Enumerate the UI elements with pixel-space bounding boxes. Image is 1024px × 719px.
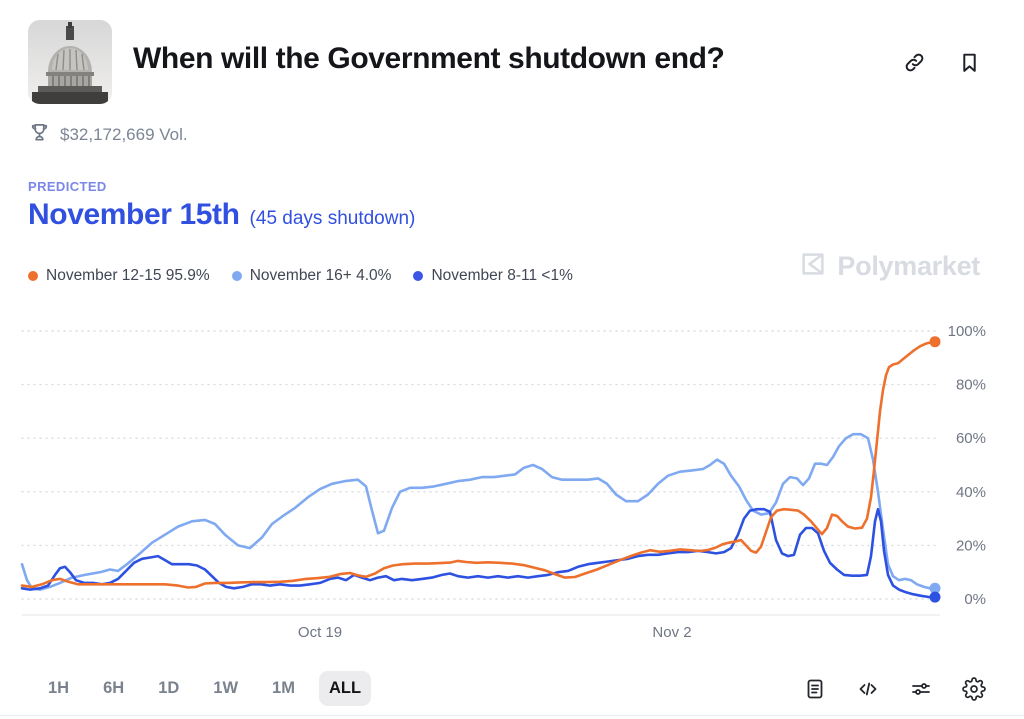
range-button-1d[interactable]: 1D: [148, 671, 189, 706]
legend-label: November 16+ 4.0%: [249, 267, 392, 284]
legend-dot-orange: [28, 271, 38, 281]
svg-text:60%: 60%: [956, 430, 986, 447]
chart-action-buttons: [801, 675, 988, 703]
chart-settings-button[interactable]: [907, 675, 935, 703]
link-icon: [902, 53, 927, 78]
svg-text:100%: 100%: [948, 323, 986, 340]
range-button-1m[interactable]: 1M: [262, 671, 305, 706]
legend-dot-lightblue: [231, 271, 242, 281]
polymarket-logo-icon: [798, 249, 828, 284]
watermark-text: Polymarket: [837, 251, 980, 281]
bottom-divider: [0, 715, 1024, 716]
code-icon: [856, 682, 880, 704]
legend-item-nov-12-15: November 12-15 95.9%: [28, 267, 210, 285]
svg-text:Oct 19: Oct 19: [298, 624, 342, 641]
copy-link-button[interactable]: [900, 48, 929, 77]
chart-legend: November 12-15 95.9% November 16+ 4.0% N…: [28, 267, 573, 285]
filters-icon: [909, 683, 933, 704]
bookmark-button[interactable]: [955, 48, 984, 77]
embed-button[interactable]: [854, 675, 882, 703]
svg-text:80%: 80%: [956, 377, 986, 394]
range-button-6h[interactable]: 6H: [93, 671, 134, 706]
legend-dot-blue: [413, 271, 424, 281]
document-icon: [803, 679, 827, 704]
time-range-buttons: 1H 6H 1D 1W 1M ALL: [38, 671, 372, 706]
svg-text:20%: 20%: [956, 537, 986, 554]
legend-item-nov-16plus: November 16+ 4.0%: [231, 267, 392, 285]
range-button-all[interactable]: ALL: [318, 671, 372, 706]
prediction-suffix: (45 days shutdown): [249, 208, 416, 229]
svg-text:0%: 0%: [964, 591, 986, 608]
gear-icon: [962, 677, 986, 704]
rules-button[interactable]: [801, 675, 829, 703]
predicted-label: PREDICTED: [28, 179, 107, 194]
volume-value: $32,172,669 Vol.: [60, 125, 188, 144]
svg-text:Nov 2: Nov 2: [652, 624, 691, 641]
range-button-1h[interactable]: 1H: [38, 671, 79, 706]
price-chart[interactable]: 0% 20% 40% 60% 80% 100% Oct 19 Nov 2: [0, 315, 1024, 660]
legend-label: November 12-15 95.9%: [46, 267, 210, 284]
volume-row: $32,172,669 Vol.: [28, 121, 188, 149]
polymarket-watermark: Polymarket: [798, 249, 980, 284]
page-title: When will the Government shutdown end?: [133, 42, 725, 75]
legend-label: November 8-11 <1%: [431, 267, 573, 284]
prediction-value: November 15th: [28, 198, 240, 231]
bookmark-icon: [957, 53, 982, 78]
range-button-1w[interactable]: 1W: [203, 671, 248, 706]
trophy-icon: [28, 121, 51, 149]
capitol-image: [28, 20, 112, 104]
settings-button[interactable]: [960, 675, 988, 703]
svg-text:40%: 40%: [956, 484, 986, 501]
market-avatar: [28, 20, 112, 104]
prediction-row: November 15th (45 days shutdown): [28, 198, 415, 232]
header-actions: [900, 48, 984, 77]
legend-item-nov-8-11: November 8-11 <1%: [413, 267, 573, 285]
